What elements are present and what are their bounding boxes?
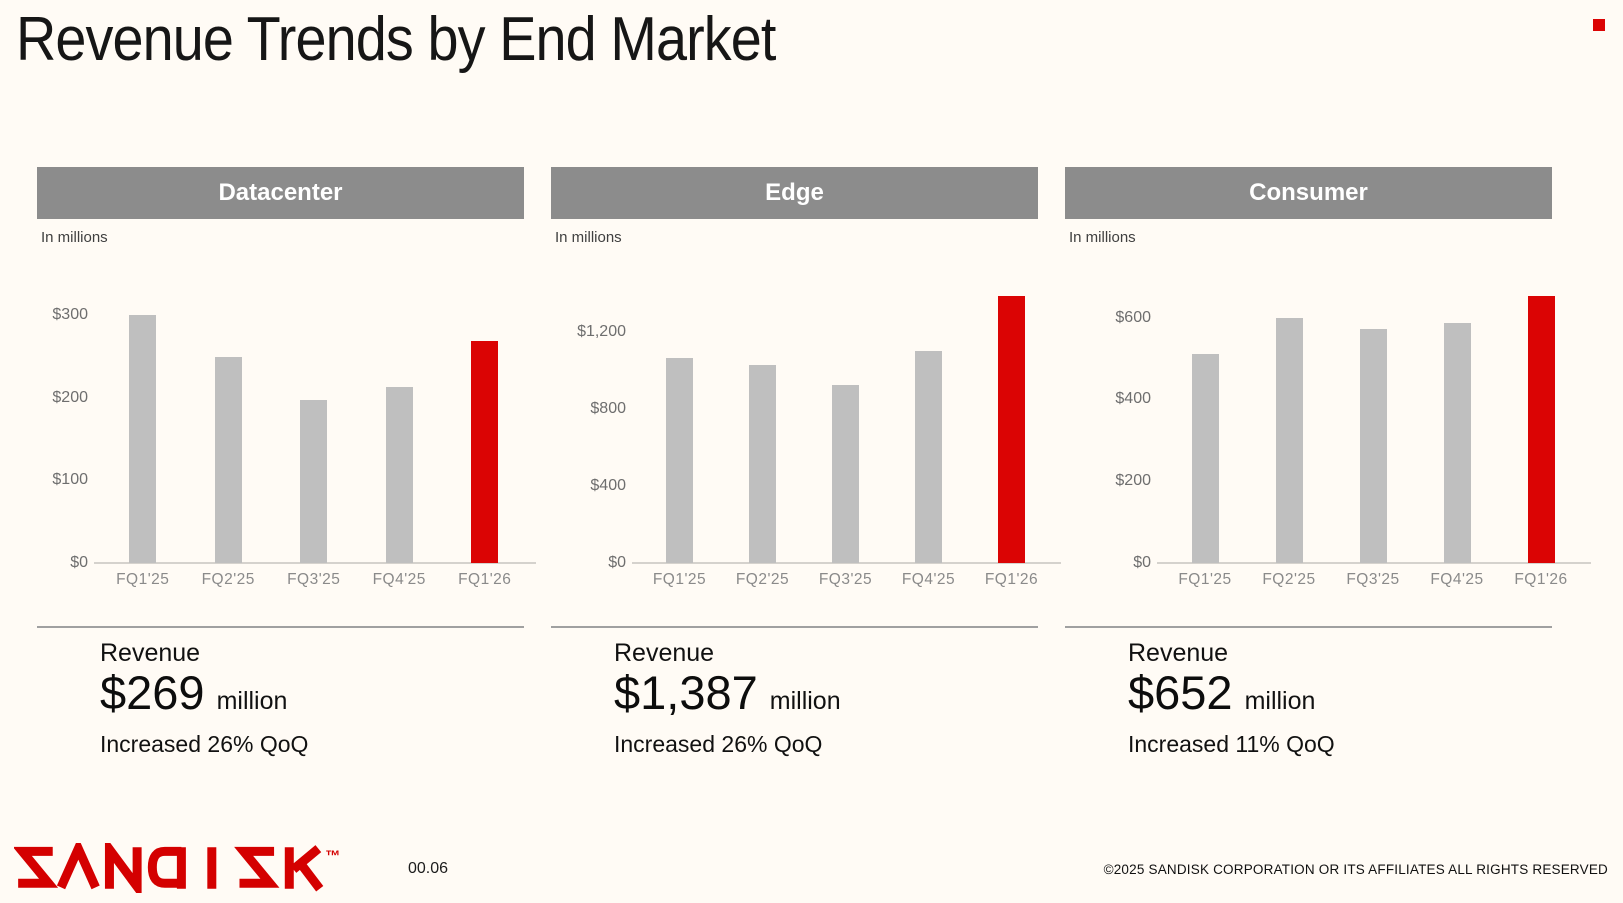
bar-FQ1'26 xyxy=(998,295,1025,563)
x-axis-label: FQ1'25 xyxy=(1178,571,1232,588)
bar-chart-edge: $0 $400 $800 $1,200 FQ1'25 FQ2'25 FQ3'25 FQ4'25… xyxy=(551,293,1061,588)
y-axis-tick-label: $400 xyxy=(1115,390,1151,408)
y-axis-tick-label: $0 xyxy=(1133,554,1151,571)
panel-header-consumer: Consumer xyxy=(1065,167,1552,219)
y-axis-tick-label: $400 xyxy=(590,476,626,494)
bar-FQ4'25 xyxy=(385,387,413,563)
units-note: In millions xyxy=(41,229,108,246)
bar-FQ1'25 xyxy=(1191,354,1219,563)
panel-title: Datacenter xyxy=(218,179,343,206)
y-axis-tick-label: $600 xyxy=(1115,308,1151,326)
bar-chart-consumer: $0 $200 $400 $600 FQ1'25 FQ2'25 FQ3'25 FQ4'25 FQ… xyxy=(1065,293,1591,588)
slide-accent-square xyxy=(1593,19,1605,31)
bar-FQ3'25 xyxy=(1359,329,1387,563)
revenue-value: $1,387 xyxy=(614,666,758,719)
bar-FQ2'25 xyxy=(1275,318,1303,563)
revenue-label: Revenue xyxy=(100,639,201,667)
x-axis-line xyxy=(632,562,1061,564)
revenue-unit: million xyxy=(1244,687,1316,715)
bar-chart-datacenter: $0 $100 $200 $300 FQ1'25 FQ2'25 FQ3'25 FQ4'25 FQ… xyxy=(37,293,536,588)
panel-header-datacenter: Datacenter xyxy=(37,167,524,219)
bar-FQ2'25 xyxy=(749,365,776,563)
x-axis-label: FQ4'25 xyxy=(1430,571,1484,588)
panel-datacenter: Datacenter In millions $0 $100 $200 $300 FQ1… xyxy=(37,167,536,792)
bar-FQ1'26 xyxy=(471,340,499,563)
qoq-change-note: Increased 26% QoQ xyxy=(614,731,823,757)
x-axis-label: FQ2'25 xyxy=(735,571,790,588)
units-note: In millions xyxy=(1069,229,1136,246)
bar-FQ1'26 xyxy=(1527,296,1555,563)
y-axis-tick-label: $800 xyxy=(590,399,626,417)
revenue-unit: million xyxy=(769,687,841,715)
divider-line xyxy=(551,626,1038,628)
revenue-figure: $1,387 million xyxy=(614,667,841,719)
page-title: Revenue Trends by End Market xyxy=(16,5,776,74)
revenue-figure: $652 million xyxy=(1128,667,1315,719)
x-axis-label: FQ2'25 xyxy=(201,571,255,588)
revenue-label: Revenue xyxy=(1128,639,1229,667)
x-axis-label: FQ1'26 xyxy=(1514,571,1568,588)
panel-edge: Edge In millions $0 $400 $800 $1,200 FQ1'25 F… xyxy=(551,167,1061,792)
x-axis-line xyxy=(1157,562,1591,564)
page-number: 00.06 xyxy=(408,860,449,877)
bar-FQ2'25 xyxy=(214,356,242,563)
revenue-figure: $269 million xyxy=(100,667,287,719)
x-axis-label: FQ3'25 xyxy=(287,571,341,588)
bar-FQ3'25 xyxy=(832,384,859,563)
y-axis-tick-label: $0 xyxy=(70,554,88,571)
panel-title: Consumer xyxy=(1249,179,1368,206)
y-axis-tick-label: $300 xyxy=(52,306,88,324)
y-axis-tick-label: $1,200 xyxy=(577,322,626,340)
bar-FQ3'25 xyxy=(300,400,328,563)
y-axis-tick-label: $100 xyxy=(52,471,88,489)
copyright-notice: ©2025 SANDISK CORPORATION OR ITS AFFILIA… xyxy=(1103,862,1608,877)
x-axis-label: FQ1'25 xyxy=(116,571,170,588)
bar-FQ4'25 xyxy=(1443,322,1471,563)
y-axis-tick-label: $200 xyxy=(52,388,88,406)
panel-consumer: Consumer In millions $0 $200 $400 $600 FQ1'2… xyxy=(1065,167,1591,792)
revenue-value: $269 xyxy=(100,666,205,719)
sandisk-wordmark-icon: ™ xyxy=(12,835,340,901)
x-axis-label: FQ3'25 xyxy=(1346,571,1400,588)
y-axis-tick-label: $200 xyxy=(1115,472,1151,490)
x-axis-label: FQ4'25 xyxy=(901,571,956,588)
divider-line xyxy=(37,626,524,628)
x-axis-label: FQ1'26 xyxy=(458,571,512,588)
bar-FQ1'25 xyxy=(666,357,693,563)
bar-FQ1'25 xyxy=(129,315,157,563)
sandisk-logo: ™ xyxy=(12,835,346,901)
trademark-symbol: ™ xyxy=(325,848,340,865)
x-axis-label: FQ1'25 xyxy=(652,571,707,588)
x-axis-label: FQ4'25 xyxy=(372,571,426,588)
divider-line xyxy=(1065,626,1552,628)
units-note: In millions xyxy=(555,229,622,246)
revenue-unit: million xyxy=(216,687,288,715)
x-axis-label: FQ3'25 xyxy=(818,571,873,588)
qoq-change-note: Increased 26% QoQ xyxy=(100,731,309,757)
bar-FQ4'25 xyxy=(915,350,942,563)
revenue-value: $652 xyxy=(1128,666,1233,719)
x-axis-line xyxy=(94,562,536,564)
panel-title: Edge xyxy=(765,179,824,206)
x-axis-label: FQ1'26 xyxy=(984,571,1039,588)
revenue-label: Revenue xyxy=(614,639,715,667)
y-axis-tick-label: $0 xyxy=(608,554,626,571)
qoq-change-note: Increased 11% QoQ xyxy=(1128,731,1335,757)
panel-header-edge: Edge xyxy=(551,167,1038,219)
x-axis-label: FQ2'25 xyxy=(1262,571,1316,588)
